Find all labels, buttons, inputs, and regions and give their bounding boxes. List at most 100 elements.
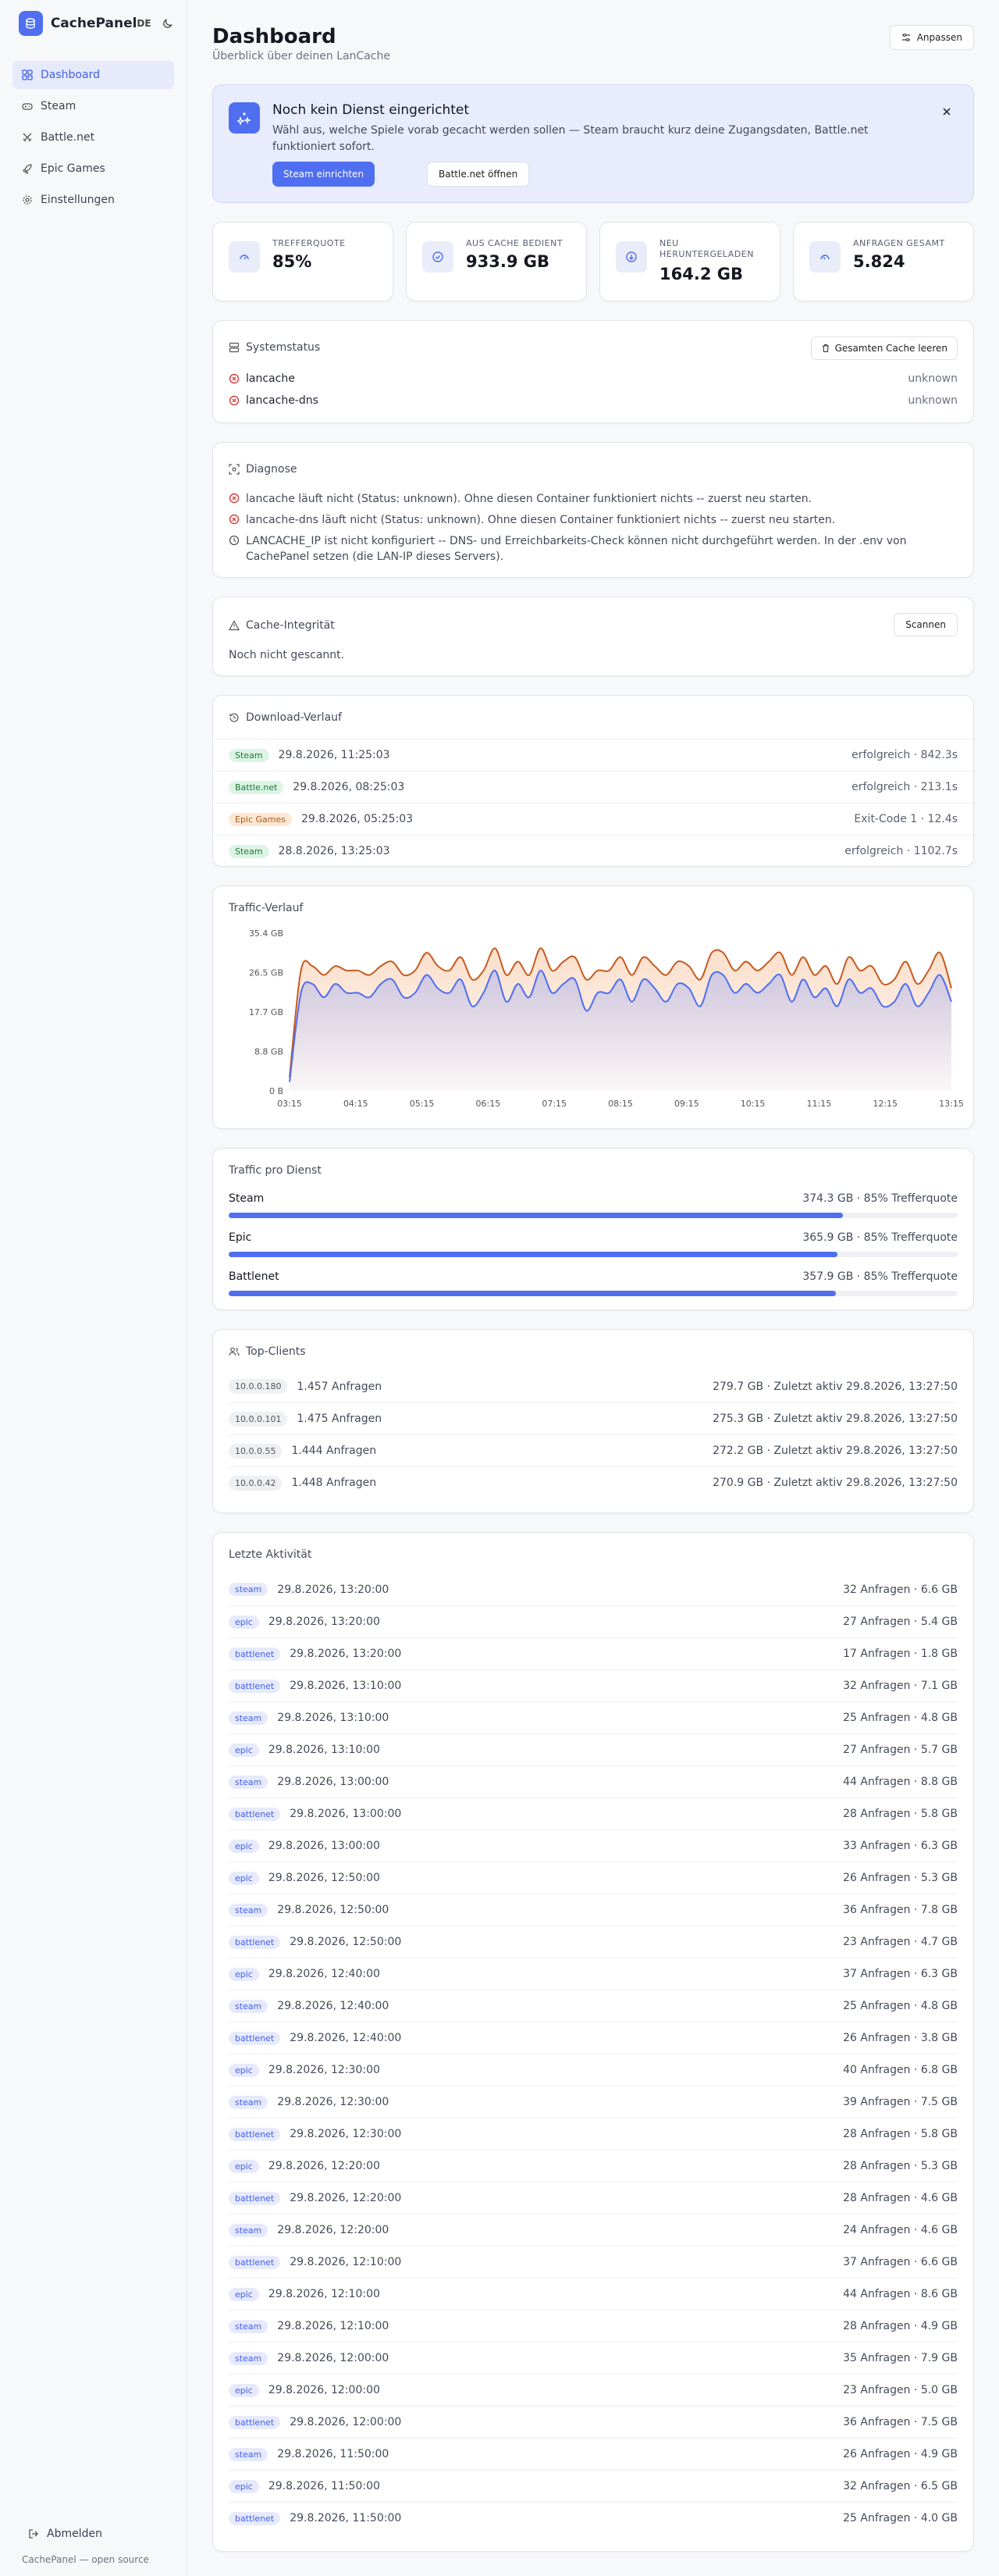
diagnose-item: lancache läuft nicht (Status: unknown). … xyxy=(229,491,958,507)
moon-icon[interactable] xyxy=(162,17,174,30)
client-row: 10.0.0.180 1.457 Anfragen 279.7 GB · Zulet… xyxy=(229,1370,958,1402)
activity-info: 27 Anfragen · 5.4 GB xyxy=(843,1616,958,1628)
progress-fill xyxy=(229,1252,837,1257)
x-tick-label: 10:15 xyxy=(741,1099,766,1109)
dashboard-icon xyxy=(22,69,33,80)
service-tag: Steam xyxy=(229,844,269,858)
activity-time: 29.8.2026, 12:50:00 xyxy=(277,1904,389,1916)
service-tag: epic xyxy=(229,1743,259,1757)
recent-activity-card: Letzte Aktivität steam 29.8.2026, 13:20:0… xyxy=(212,1532,974,2552)
series-line xyxy=(289,947,952,1078)
section-title: Cache-Integrität xyxy=(246,619,335,632)
service-tag: battlenet xyxy=(229,2255,281,2269)
traffic-per-service-card: Traffic pro Dienst Steam 374.3 GB · 85% … xyxy=(212,1148,974,1310)
y-tick-label: 26.5 GB xyxy=(249,968,283,978)
client-requests: 1.457 Anfragen xyxy=(297,1380,382,1393)
activity-info: 32 Anfragen · 7.1 GB xyxy=(843,1680,958,1692)
activity-time: 29.8.2026, 13:00:00 xyxy=(277,1776,389,1788)
close-icon[interactable] xyxy=(942,107,951,119)
gauge-icon xyxy=(229,241,260,273)
activity-time: 29.8.2026, 13:00:00 xyxy=(268,1840,380,1852)
server-icon xyxy=(229,342,240,353)
activity-info: 32 Anfragen · 6.6 GB xyxy=(843,1583,958,1596)
kpi-value: 5.824 xyxy=(853,252,905,271)
sidebar-item-label: Battle.net xyxy=(41,131,95,144)
kpi-requests-total: ANFRAGEN GESAMT 5.824 xyxy=(793,222,974,301)
main-content: Dashboard Überblick über deinen LanCache… xyxy=(212,0,974,2552)
activity-time: 29.8.2026, 12:40:00 xyxy=(268,1968,380,1980)
logout-button[interactable]: Abmelden xyxy=(19,2520,169,2548)
y-tick-label: 0 B xyxy=(269,1086,283,1096)
error-circle-icon xyxy=(229,395,240,406)
series-line xyxy=(289,969,952,1082)
service-name: lancache xyxy=(246,372,295,385)
activity-time: 29.8.2026, 12:30:00 xyxy=(290,2128,402,2140)
sidebar-item-epic-games[interactable]: Epic Games xyxy=(12,155,174,183)
activity-time: 29.8.2026, 12:10:00 xyxy=(290,2256,402,2268)
service-tag: battlenet xyxy=(229,2127,281,2141)
rocket-icon xyxy=(23,164,32,174)
sidebar-item-settings[interactable]: Einstellungen xyxy=(12,186,174,214)
sidebar-item-steam[interactable]: Steam xyxy=(12,92,174,120)
activity-info: 36 Anfragen · 7.8 GB xyxy=(843,1904,958,1916)
setup-steam-button[interactable]: Steam einrichten xyxy=(272,162,375,187)
clear-cache-label: Gesamten Cache leeren xyxy=(834,343,947,354)
scan-button[interactable]: Scannen xyxy=(894,613,958,636)
page-header: Dashboard Überblick über deinen LanCache… xyxy=(212,0,974,75)
trash-icon xyxy=(822,344,829,353)
sidebar-footer: CachePanel — open source xyxy=(22,2554,149,2565)
service-traffic-row: Steam 374.3 GB · 85% Trefferquote xyxy=(229,1192,958,1224)
download-history-title: Download-Verlauf xyxy=(229,711,342,724)
open-battlenet-button[interactable]: Battle.net öffnen xyxy=(427,162,530,187)
service-tag: steam xyxy=(229,2319,268,2333)
activity-time: 29.8.2026, 12:20:00 xyxy=(268,2160,380,2172)
activity-info: 26 Anfragen · 3.8 GB xyxy=(843,2032,958,2044)
y-tick-label: 17.7 GB xyxy=(249,1007,283,1017)
activity-time: 29.8.2026, 12:50:00 xyxy=(268,1872,380,1884)
activity-info: 39 Anfragen · 7.5 GB xyxy=(843,2096,958,2108)
activity-time: 29.8.2026, 12:20:00 xyxy=(290,2192,402,2204)
service-tag: steam xyxy=(229,1775,268,1789)
logout-label: Abmelden xyxy=(47,2528,102,2540)
activity-time: 29.8.2026, 11:50:00 xyxy=(290,2512,402,2524)
activity-time: 29.8.2026, 12:00:00 xyxy=(290,2416,402,2428)
service-tag: battlenet xyxy=(229,1679,281,1693)
activity-time: 29.8.2026, 13:10:00 xyxy=(277,1712,389,1724)
service-tag: steam xyxy=(229,1903,268,1917)
cache-integrity-title: Cache-Integrität xyxy=(229,619,335,632)
database-icon xyxy=(19,11,43,36)
service-meta: 357.9 GB · 85% Trefferquote xyxy=(802,1270,958,1283)
service-tag: Epic Games xyxy=(229,812,293,826)
logout-icon xyxy=(29,2529,38,2539)
x-tick-label: 09:15 xyxy=(674,1099,699,1109)
service-name: Steam xyxy=(229,1192,265,1205)
activity-time: 29.8.2026, 12:30:00 xyxy=(268,2064,380,2076)
activity-time: 29.8.2026, 12:40:00 xyxy=(277,2000,389,2012)
service-tag: Battle.net xyxy=(229,780,284,794)
service-tag: battlenet xyxy=(229,1647,281,1661)
integrity-status-text: Noch nicht gescannt. xyxy=(229,649,345,661)
section-title: Systemstatus xyxy=(246,341,321,354)
sidebar-item-dashboard[interactable]: Dashboard xyxy=(12,61,174,89)
activity-info: 44 Anfragen · 8.6 GB xyxy=(843,2288,958,2300)
x-tick-label: 06:15 xyxy=(476,1099,501,1109)
history-time: 28.8.2026, 13:25:03 xyxy=(278,845,390,857)
client-ip: 10.0.0.101 xyxy=(229,1411,288,1427)
client-ip: 10.0.0.55 xyxy=(229,1443,283,1459)
traffic-chart-card: Traffic-Verlauf 0 B 8.8 GB 17.7 GB 26.5 GB 3… xyxy=(212,885,974,1129)
service-tag: epic xyxy=(229,2287,259,2301)
activity-time: 29.8.2026, 12:40:00 xyxy=(290,2032,402,2044)
activity-info: 28 Anfragen · 5.8 GB xyxy=(843,2128,958,2140)
activity-row: steam 29.8.2026, 13:10:00 25 Anfragen · 4.… xyxy=(229,1701,958,1733)
error-circle-icon xyxy=(229,514,240,525)
activity-info: 26 Anfragen · 5.3 GB xyxy=(843,1872,958,1884)
language-toggle[interactable]: DE xyxy=(137,18,151,29)
sidebar-item-battlenet[interactable]: Battle.net xyxy=(12,123,174,151)
customize-button[interactable]: Anpassen xyxy=(889,25,974,50)
activity-row: steam 29.8.2026, 11:50:00 26 Anfragen · 4.… xyxy=(229,2438,958,2470)
activity-row: epic 29.8.2026, 12:30:00 40 Anfragen · 6.8… xyxy=(229,2054,958,2086)
scan-icon xyxy=(229,464,240,475)
clear-cache-button[interactable]: Gesamten Cache leeren xyxy=(810,337,958,360)
activity-row: steam 29.8.2026, 12:30:00 39 Anfragen · 7.… xyxy=(229,2086,958,2118)
top-clients-card: Top-Clients 10.0.0.180 1.457 Anfragen 279.… xyxy=(212,1329,974,1513)
